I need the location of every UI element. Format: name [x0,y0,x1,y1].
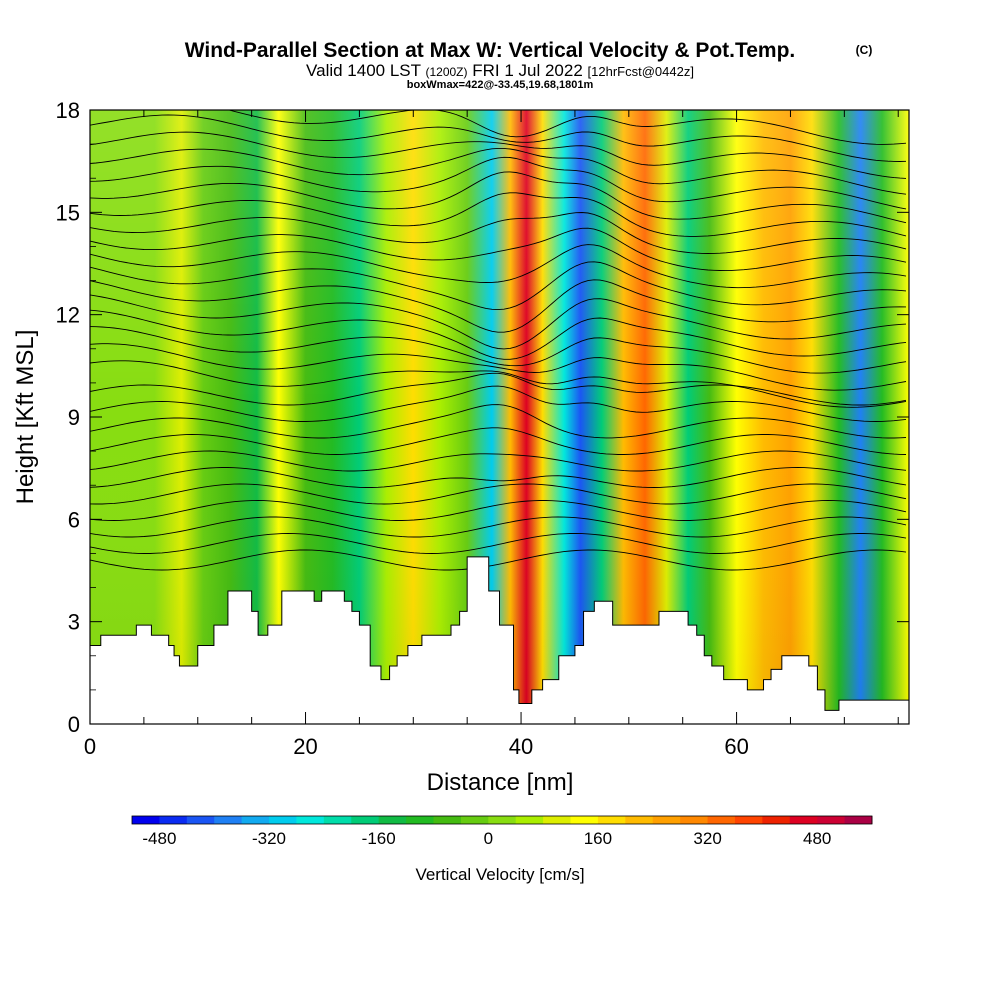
theta-contour-line [90,343,907,391]
x-tick-label: 60 [724,734,748,759]
colorbar-swatch [323,816,352,824]
theta-contour-line [90,360,907,408]
chart-box-info: boxWmax=422@-33.45,19.68,1801m [407,79,594,91]
theta-contour-line [90,156,907,210]
colorbar-swatch [351,816,380,824]
theta-contour-line [90,212,907,254]
colorbar-swatch [570,816,599,824]
chart-subtitle: Valid 1400 LST (1200Z) FRI 1 Jul 2022 [1… [306,61,694,80]
colorbar-swatch [296,816,325,824]
colorbar-swatch [762,816,791,824]
theta-contour-line [90,244,907,289]
theta-contour-line [90,549,907,571]
x-tick-label: 20 [293,734,317,759]
colorbar-swatch [460,816,489,824]
colorbar-swatch [707,816,736,824]
terrain [90,556,909,724]
theta-contour-line [90,427,907,455]
colorbar-tick-label: 0 [484,829,493,848]
theta-contour-line [90,227,907,272]
theta-contour-line [90,404,907,439]
theta-contour-line [90,516,907,538]
colorbar-tick-labels: -480 -320 -160 0 160 320 480 [142,829,831,848]
y-tick-label: 9 [68,405,80,430]
theta-contour-line [90,114,907,162]
colorbar-swatch [433,816,462,824]
y-axis-ticks: 0 3 6 9 12 15 18 [56,98,909,737]
theta-contour-line [90,294,907,350]
colorbar-swatch [378,816,407,824]
colorbar [131,815,873,825]
theta-contour-line [90,261,907,311]
y-tick-label: 18 [56,98,80,123]
chart-title: Wind-Parallel Section at Max W: Vertical… [185,39,796,62]
theta-contour-line [90,192,907,237]
theta-contour-line [90,279,907,333]
plot-area [90,110,909,724]
theta-contour-line [90,372,907,406]
colorbar-tick-label: 320 [693,829,721,848]
theta-contour-line [90,326,907,374]
theta-contour-line [227,110,907,145]
colorbar-frame [131,815,873,825]
colorbar-tick-label: 480 [803,829,831,848]
subtitle-forecast: [12hrFcst@0442z] [588,64,694,79]
subtitle-date: FRI 1 Jul 2022 [472,61,583,80]
chart-title-mark: (C) [856,43,873,57]
colorbar-swatch [734,816,763,824]
theta-contour-line [90,450,907,472]
colorbar-tick-label: -160 [362,829,396,848]
theta-contour-line [90,483,907,505]
colorbar-swatch [515,816,544,824]
theta-contour-line [90,500,907,521]
x-tick-label: 40 [509,734,533,759]
x-axis-ticks: 0 20 40 60 [84,110,899,759]
colorbar-tick-label: 160 [584,829,612,848]
colorbar-tick-label: -480 [142,829,176,848]
colorbar-swatch [817,816,846,824]
colorbar-swatch [543,816,572,824]
theta-contour-line [90,533,907,554]
y-axis-label: Height [Kft MSL] [12,330,39,505]
colorbar-label: Vertical Velocity [cm/s] [415,865,584,884]
colorbar-swatch [214,816,243,824]
x-axis-label: Distance [nm] [427,769,574,796]
theta-contour-line [90,171,907,224]
potential-temperature-contours [90,110,907,571]
y-tick-label: 15 [56,200,80,225]
colorbar-swatch [597,816,626,824]
theta-contour-line [90,309,907,360]
subtitle-utc: (1200Z) [425,65,467,79]
theta-contour-line [90,147,907,195]
y-tick-label: 3 [68,610,80,635]
y-tick-label: 0 [68,712,80,737]
colorbar-swatch [789,816,818,824]
y-tick-label: 6 [68,507,80,532]
colorbar-swatch [269,816,297,824]
colorbar-swatch [241,816,270,824]
colorbar-swatch [159,816,188,824]
colorbar-swatch [652,816,681,824]
colorbar-swatch [186,816,215,824]
subtitle-valid: Valid 1400 LST [306,61,421,80]
colorbar-swatch [488,816,517,824]
colorbar-swatch [132,816,160,824]
colorbar-swatch [680,816,709,824]
colorbar-swatch [844,816,873,824]
theta-contour-line [90,467,907,488]
colorbar-tick-label: -320 [252,829,286,848]
colorbar-swatch [625,816,654,824]
colorbar-swatch [406,816,434,824]
y-tick-label: 12 [56,303,80,328]
theta-contour-line [90,385,907,422]
theta-contour-line [90,131,907,179]
x-tick-label: 0 [84,734,96,759]
